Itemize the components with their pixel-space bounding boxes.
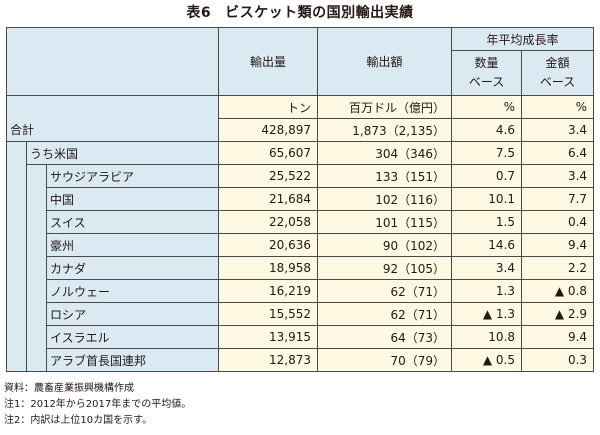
table-row: カナダ 18,958 92（105） 3.4 2.2: [7, 256, 595, 280]
row-value: 64（73）: [317, 325, 453, 349]
row-name: スイス: [45, 210, 220, 234]
row-value: 62（71）: [317, 279, 453, 303]
row-val-rate: 2.2: [521, 256, 595, 280]
total-volume: 428,897: [218, 118, 319, 142]
total-val-rate: 3.4: [521, 118, 595, 142]
row-name: 中国: [45, 187, 220, 211]
row-name: ロシア: [45, 302, 220, 326]
row-val-rate: 0.4: [521, 210, 595, 234]
row-volume: 20,636: [218, 233, 319, 257]
row-value: 70（79）: [317, 348, 453, 372]
footnotes: 資料：農畜産業振興機構作成 注1：2012年から2017年までの平均値。 注2：…: [4, 381, 191, 429]
table-row: 中国 21,684 102（116） 10.1 7.7: [7, 187, 595, 211]
row-vol-rate: 14.6: [451, 233, 523, 257]
row-value: 101（115）: [317, 210, 453, 234]
row-vol-rate: 0.7: [451, 164, 523, 188]
unit-val-rate: %: [521, 95, 595, 119]
usa-value: 304（346）: [317, 141, 453, 165]
table-title-text: ビスケット類の国別輸出実績: [225, 5, 414, 21]
usa-vol-rate: 7.5: [451, 141, 523, 165]
row-val-rate: 3.4: [521, 164, 595, 188]
table-row: ロシア 15,552 62（71） ▲ 1.3 ▲ 2.9: [7, 302, 595, 326]
table-row: スイス 22,058 101（115） 1.5 0.4: [7, 210, 595, 234]
note-1: 注1：2012年から2017年までの平均値。: [4, 399, 192, 410]
header-export-volume: 輸出量: [218, 27, 319, 96]
row-volume: 25,522: [218, 164, 319, 188]
row-name: ノルウェー: [45, 279, 220, 303]
row-volume: 12,873: [218, 348, 319, 372]
row-vol-rate: 10.8: [451, 325, 523, 349]
usa-val-rate: 6.4: [521, 141, 595, 165]
row-name: サウジアラビア: [45, 164, 220, 188]
row-name: 豪州: [45, 233, 220, 257]
header-value-basis: 金額 ベース: [521, 50, 595, 96]
row-val-rate: 9.4: [521, 325, 595, 349]
row-val-rate: 9.4: [521, 233, 595, 257]
row-name: イスラエル: [45, 325, 220, 349]
row-val-rate: ▲ 0.8: [521, 279, 595, 303]
row-vol-rate: ▲ 0.5: [451, 348, 523, 372]
row-value: 92（105）: [317, 256, 453, 280]
header-growth-rate: 年平均成長率: [451, 27, 595, 51]
indent-spacer-2: [26, 164, 47, 372]
total-name: 合計: [5, 118, 220, 142]
row-volume: 21,684: [218, 187, 319, 211]
row-volume: 22,058: [218, 210, 319, 234]
total-value: 1,873（2,135）: [317, 118, 453, 142]
table-title: 表6 ビスケット類の国別輸出実績: [0, 2, 600, 22]
row-volume: 15,552: [218, 302, 319, 326]
indent-spacer: [6, 141, 27, 372]
row-volume: 16,219: [218, 279, 319, 303]
row-vol-rate: 1.3: [451, 279, 523, 303]
units-label-cell: [5, 95, 220, 119]
usa-name: うち米国: [25, 141, 220, 165]
row-name: アラブ首長国連邦: [45, 348, 220, 372]
table-row: イスラエル 13,915 64（73） 10.8 9.4: [7, 325, 595, 349]
total-row: 合計 428,897 1,873（2,135） 4.6 3.4: [5, 118, 595, 142]
note-2: 注2：内訳は上位10カ国を示す。: [4, 415, 153, 426]
unit-vol-rate: %: [451, 95, 523, 119]
table-row: サウジアラビア 25,522 133（151） 0.7 3.4: [7, 164, 595, 372]
total-vol-rate: 4.6: [451, 118, 523, 142]
row-val-rate: 0.3: [521, 348, 595, 372]
source-note: 資料：農畜産業振興機構作成: [4, 383, 134, 394]
unit-value: 百万ドル（億円）: [317, 95, 453, 119]
row-value: 90（102）: [317, 233, 453, 257]
table-row: ノルウェー 16,219 62（71） 1.3 ▲ 0.8: [7, 279, 595, 303]
header-blank: [5, 27, 220, 96]
unit-volume: トン: [218, 95, 319, 119]
row-val-rate: 7.7: [521, 187, 595, 211]
row-vol-rate: ▲ 1.3: [451, 302, 523, 326]
row-value: 62（71）: [317, 302, 453, 326]
table-row: アラブ首長国連邦 12,873 70（79） ▲ 0.5 0.3: [7, 348, 595, 372]
usa-volume: 65,607: [218, 141, 319, 165]
header-volume-basis: 数量 ベース: [451, 50, 523, 96]
table-number: 表6: [186, 5, 212, 21]
row-value: 102（116）: [317, 187, 453, 211]
row-value: 133（151）: [317, 164, 453, 188]
export-table: 輸出量 輸出額 年平均成長率 数量 ベース 金額 ベース トン 百万ドル（億円） %…: [5, 27, 595, 372]
row-vol-rate: 3.4: [451, 256, 523, 280]
header-export-value: 輸出額: [317, 27, 453, 96]
row-volume: 18,958: [218, 256, 319, 280]
units-row: トン 百万ドル（億円） % %: [5, 95, 595, 119]
row-vol-rate: 1.5: [451, 210, 523, 234]
usa-row: うち米国 65,607 304（346） 7.5 6.4: [6, 141, 595, 372]
row-volume: 13,915: [218, 325, 319, 349]
row-vol-rate: 10.1: [451, 187, 523, 211]
row-val-rate: ▲ 2.9: [521, 302, 595, 326]
table-row: 豪州 20,636 90（102） 14.6 9.4: [7, 233, 595, 257]
row-name: カナダ: [45, 256, 220, 280]
